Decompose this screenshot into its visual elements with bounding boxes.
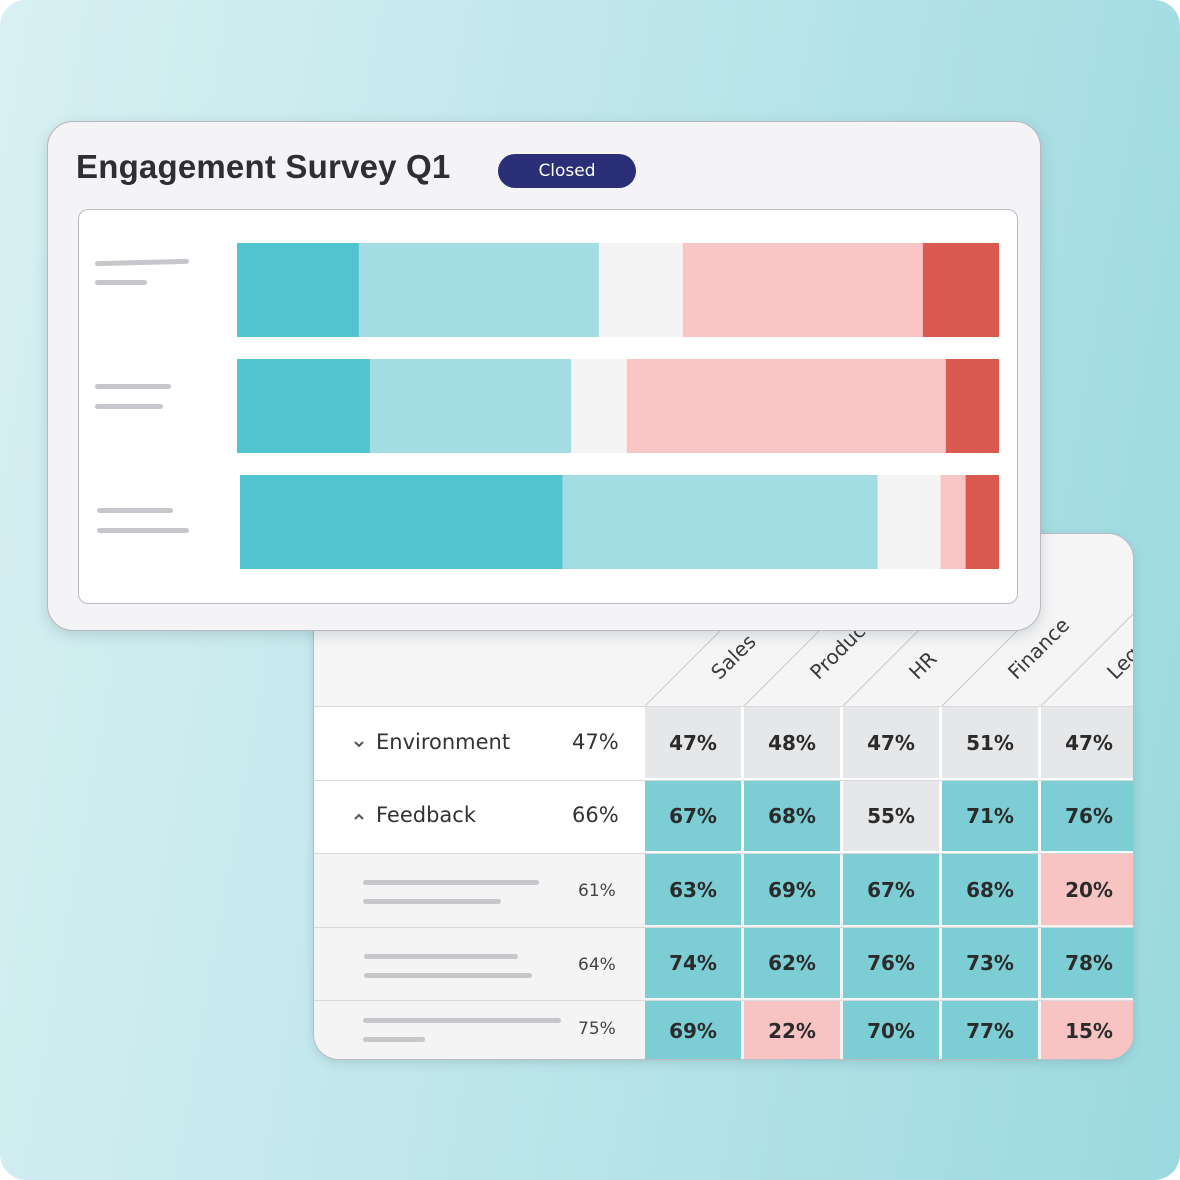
row-label-placeholder bbox=[363, 1037, 425, 1042]
heatmap-cell[interactable]: 70% bbox=[843, 1001, 939, 1059]
row-label-placeholder bbox=[97, 528, 189, 533]
bar-segment-row1-s4 bbox=[682, 243, 923, 337]
row-label-placeholder bbox=[363, 1018, 561, 1023]
status-badge: Closed bbox=[498, 154, 636, 188]
heatmap-cell[interactable]: 55% bbox=[843, 781, 939, 851]
heatmap-cell[interactable]: 20% bbox=[1041, 854, 1133, 925]
bar-segment-row2-s5 bbox=[945, 359, 999, 453]
heatmap-cell[interactable]: 51% bbox=[942, 707, 1038, 778]
heatmap-cell[interactable]: 71% bbox=[942, 781, 1038, 851]
bar-segment-row3-s3 bbox=[877, 475, 941, 569]
row-label-placeholder bbox=[97, 508, 173, 513]
row-overall-score: 61% bbox=[578, 881, 616, 901]
row-label-placeholder bbox=[364, 954, 518, 959]
heatmap-cell[interactable]: 15% bbox=[1041, 1001, 1133, 1059]
bar-segment-row2-s1 bbox=[237, 359, 370, 453]
item-row: 75% 69% 22% 70% 77% 15% bbox=[314, 1000, 1133, 1059]
group-row[interactable]: Environment 47% 47% 48% 47% 51% 47% bbox=[314, 706, 1133, 780]
heatmap-cell[interactable]: 73% bbox=[942, 928, 1038, 998]
row-overall-score: 64% bbox=[578, 955, 616, 975]
heatmap-cell[interactable]: 76% bbox=[1041, 781, 1133, 851]
heatmap-cell[interactable]: 47% bbox=[843, 707, 939, 778]
heatmap-cell[interactable]: 77% bbox=[942, 1001, 1038, 1059]
bar-segment-row1-s3 bbox=[598, 243, 683, 337]
chart-panel bbox=[78, 209, 1018, 604]
heatmap-cell[interactable]: 68% bbox=[942, 854, 1038, 925]
heatmap-cell[interactable]: 22% bbox=[744, 1001, 840, 1059]
heatmap-cell[interactable]: 67% bbox=[645, 781, 741, 851]
heatmap-cell[interactable]: 63% bbox=[645, 854, 741, 925]
heatmap-cell[interactable]: 47% bbox=[645, 707, 741, 778]
item-row: 64% 74% 62% 76% 73% 78% bbox=[314, 927, 1133, 1000]
bar-segment-row2-s2 bbox=[369, 359, 572, 453]
row-label-placeholder bbox=[363, 899, 501, 904]
heatmap-cell[interactable]: 62% bbox=[744, 928, 840, 998]
row-label-placeholder bbox=[95, 280, 147, 285]
heatmap-cell[interactable]: 74% bbox=[645, 928, 741, 998]
survey-card: Engagement Survey Q1 Closed bbox=[47, 121, 1041, 631]
bar-segment-row1-s1 bbox=[237, 243, 359, 337]
heatmap-cell[interactable]: 47% bbox=[1041, 707, 1133, 778]
heatmap-cell[interactable]: 68% bbox=[744, 781, 840, 851]
bar-segment-row1-s2 bbox=[358, 243, 599, 337]
heatmap-cell[interactable]: 69% bbox=[645, 1001, 741, 1059]
heatmap-cell[interactable]: 78% bbox=[1041, 928, 1133, 998]
heatmap-card: Sales Product HR Finance Legal Environment 47… bbox=[313, 533, 1134, 1060]
heatmap-cell[interactable]: 48% bbox=[744, 707, 840, 778]
heatmap-cell[interactable]: 76% bbox=[843, 928, 939, 998]
bar-segment-row3-s1 bbox=[240, 475, 563, 569]
bar-segment-row2-s3 bbox=[571, 359, 627, 453]
heatmap-cell[interactable]: 69% bbox=[744, 854, 840, 925]
bar-segment-row3-s5 bbox=[965, 475, 999, 569]
bar-segment-row3-s4 bbox=[940, 475, 966, 569]
bar-segment-row2-s4 bbox=[626, 359, 946, 453]
column-divider bbox=[1040, 613, 1133, 706]
item-row: 61% 63% 69% 67% 68% 20% bbox=[314, 853, 1133, 927]
survey-title: Engagement Survey Q1 bbox=[76, 148, 451, 185]
bar-segment-row1-s5 bbox=[922, 243, 999, 337]
row-overall-score: 47% bbox=[572, 729, 619, 754]
row-overall-score: 75% bbox=[578, 1019, 616, 1039]
chevron-down-icon[interactable] bbox=[352, 737, 366, 751]
row-overall-score: 66% bbox=[572, 803, 619, 827]
row-label: Feedback bbox=[376, 803, 477, 827]
group-row[interactable]: Feedback 66% 67% 68% 55% 71% 76% bbox=[314, 780, 1133, 853]
bar-segment-row3-s2 bbox=[562, 475, 878, 569]
stacked-bar-chart bbox=[237, 243, 999, 569]
row-label-placeholder bbox=[95, 384, 171, 389]
row-label: Environment bbox=[376, 729, 511, 754]
heatmap-cell[interactable]: 67% bbox=[843, 854, 939, 925]
row-label-placeholder bbox=[363, 880, 539, 885]
row-label-placeholder bbox=[95, 404, 163, 409]
chevron-up-icon[interactable] bbox=[352, 810, 366, 824]
row-label-placeholder bbox=[364, 973, 532, 978]
